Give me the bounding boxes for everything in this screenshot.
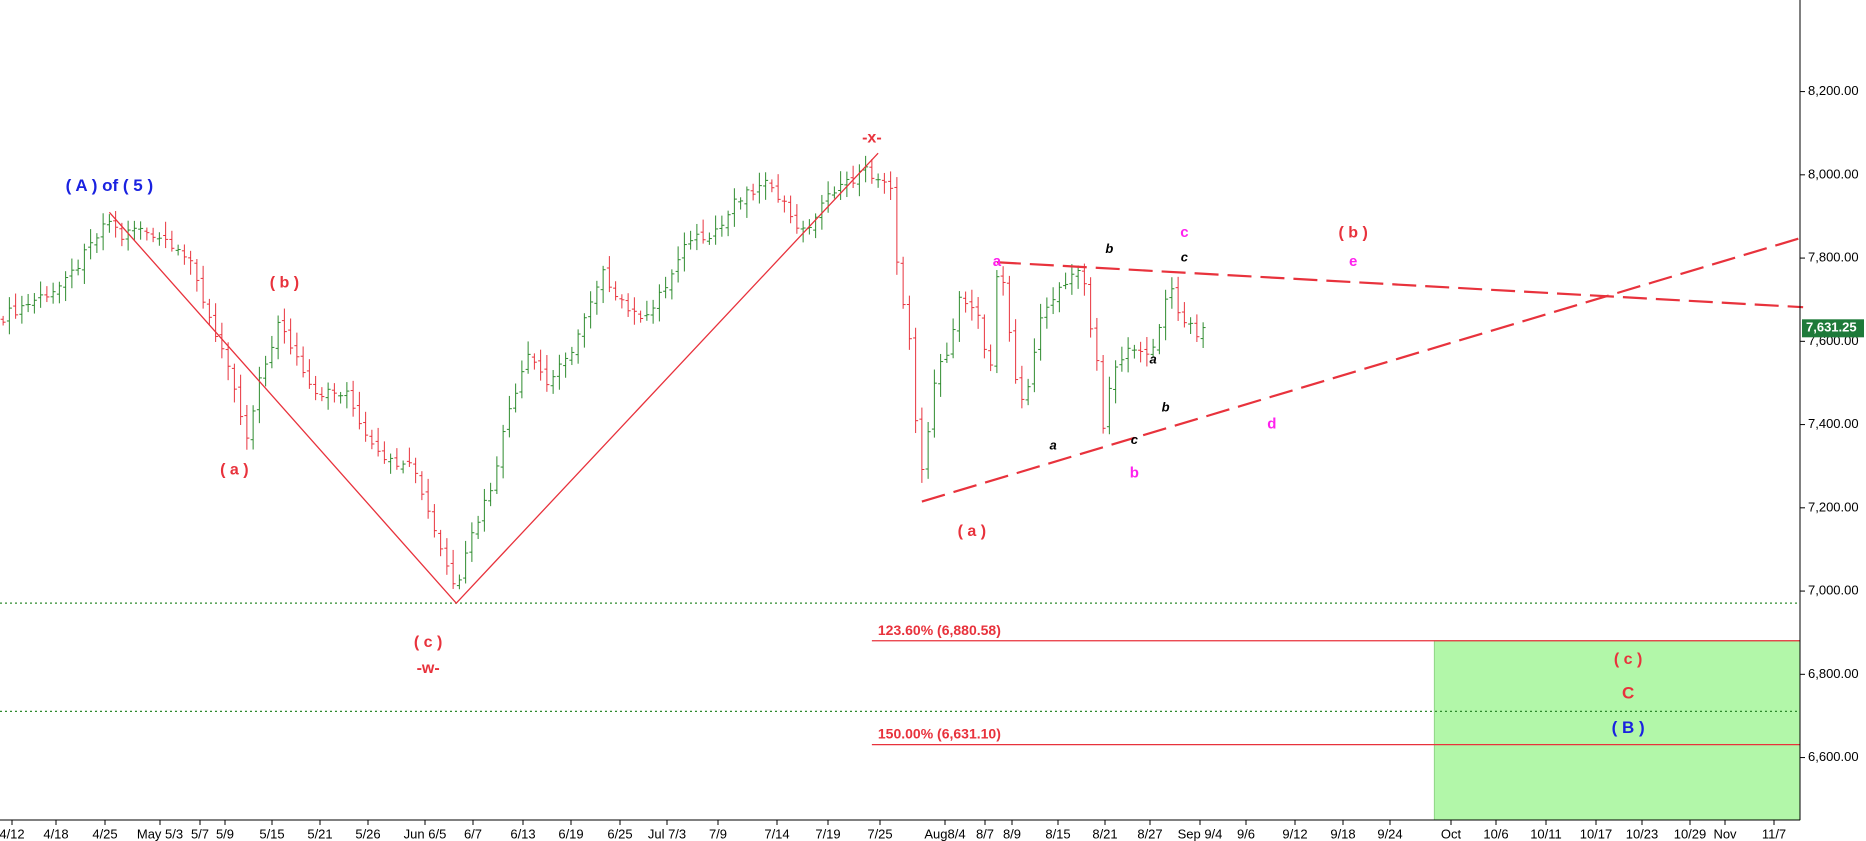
x-tick-label-12: 6/19 [558,826,583,841]
annotation-19: ( c ) [1614,651,1642,668]
y-tick-label-8: 8,200.00 [1808,83,1859,98]
x-tick-label-23: 8/21 [1092,826,1117,841]
annotation-1: ( b ) [270,274,299,291]
x-tick-label-18: 7/25 [867,826,892,841]
annotation-8: a [1050,438,1057,453]
x-tick-label-0: 4/12 [0,826,25,841]
x-tick-label-16: 7/14 [764,826,789,841]
annotation-21: ( B ) [1612,718,1645,737]
y-tick-label-1: 6,800.00 [1808,666,1859,681]
y-tick-label-2: 7,000.00 [1808,583,1859,598]
x-tick-label-35: 10/29 [1674,826,1707,841]
x-tick-label-6: 5/15 [259,826,284,841]
annotation-18: d [1267,416,1276,433]
x-tick-label-10: 6/7 [464,826,482,841]
x-tick-label-14: Jul 7/3 [648,826,686,841]
annotation-7: a [993,253,1002,270]
target-zone-layer [1433,640,1801,821]
y-tick-label-0: 6,600.00 [1808,749,1859,764]
x-tick-label-2: 4/25 [92,826,117,841]
annotation-14: c [1181,250,1189,265]
annotations-layer: ( A ) of ( 5 ) ( b ) ( a ) ( c ) -w- -x- ( a )… [66,129,1645,736]
x-tick-label-22: 8/15 [1045,826,1070,841]
annotation-17: e [1349,253,1357,270]
y-tick-label-4: 7,400.00 [1808,416,1859,431]
y-tick-label-3: 7,200.00 [1808,499,1859,514]
annotation-9: b [1105,241,1113,256]
x-tick-label-4: 5/7 [191,826,209,841]
current-price-badge [1802,319,1864,338]
annotation-2: ( a ) [220,462,248,479]
y-tick-label-7: 8,000.00 [1808,166,1859,181]
trend-lines-layer [108,152,1804,605]
x-tick-label-34: 10/23 [1626,826,1659,841]
x-tick-label-3: May 5/3 [137,826,183,841]
current-price-label: 7,631.25 [1806,320,1857,335]
annotation-10: c [1131,432,1139,447]
annotation-0: ( A ) of ( 5 ) [66,176,154,195]
x-tick-label-8: 5/26 [355,826,380,841]
x-tick-label-9: Jun 6/5 [404,826,447,841]
annotation-4: -w- [417,660,440,677]
fib-label-1: 150.00% (6,631.10) [878,726,1001,742]
x-tick-label-26: 9/6 [1237,826,1255,841]
annotation-13: b [1162,399,1170,414]
trend-line-0 [108,152,879,605]
fib-label-0: 123.60% (6,880.58) [878,622,1001,638]
x-tick-label-24: 8/27 [1137,826,1162,841]
x-tick-label-7: 5/21 [307,826,332,841]
x-tick-label-15: 7/9 [709,826,727,841]
annotation-6: ( a ) [958,523,986,540]
horizontal-lines-layer: 123.60% (6,880.58) 150.00% (6,631.10) [0,602,1800,746]
x-tick-label-28: 9/18 [1330,826,1355,841]
y-tick-label-6: 7,800.00 [1808,250,1859,265]
x-tick-label-32: 10/11 [1530,826,1562,841]
x-tick-label-31: 10/6 [1483,826,1508,841]
x-tick-label-33: 10/17 [1580,826,1613,841]
annotation-3: ( c ) [414,634,442,651]
x-tick-label-1: 4/18 [43,826,68,841]
annotation-16: ( b ) [1338,224,1367,241]
x-tick-label-17: 7/19 [815,826,840,841]
trend-line-2 [921,236,1804,503]
x-tick-label-20: 8/7 [976,826,994,841]
x-tick-label-13: 6/25 [607,826,632,841]
x-tick-label-27: 9/12 [1282,826,1307,841]
annotation-20: C [1622,683,1634,702]
candles-layer [0,155,1206,590]
annotation-15: c [1180,224,1188,241]
x-tick-label-30: Oct [1441,826,1462,841]
annotation-5: -x- [862,129,882,146]
x-tick-label-36: Nov [1713,826,1737,841]
x-tick-label-11: 6/13 [510,826,535,841]
x-tick-label-19: Aug8/4 [924,826,965,841]
annotation-11: b [1130,465,1139,482]
x-tick-label-29: 9/24 [1377,826,1402,841]
x-tick-label-25: Sep 9/4 [1178,826,1223,841]
target-zone [1433,640,1801,821]
x-tick-label-21: 8/9 [1003,826,1021,841]
annotation-12: a [1150,351,1157,366]
x-tick-label-37: 11/7 [1762,826,1786,841]
x-tick-label-5: 5/9 [216,826,234,841]
trend-line-1 [996,261,1804,309]
